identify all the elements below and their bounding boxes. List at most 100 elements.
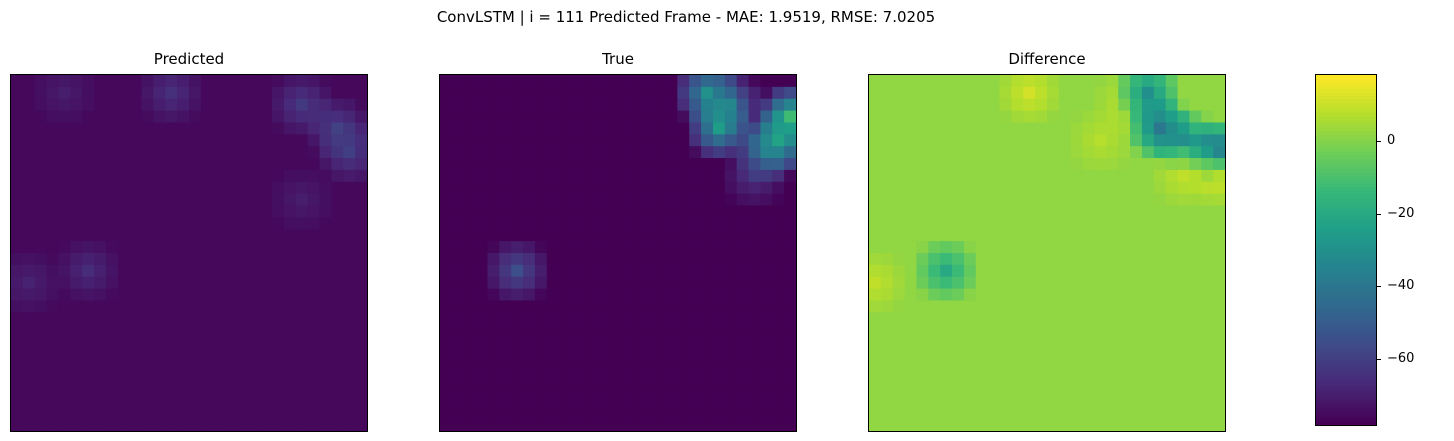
heatmap-cell: [1070, 288, 1084, 301]
heatmap-cell: [952, 312, 965, 325]
heatmap-cell: [34, 312, 48, 325]
heatmap-cell: [11, 146, 24, 159]
heatmap-cell: [928, 229, 941, 242]
heatmap-cell: [772, 395, 785, 408]
heatmap-cell: [177, 122, 190, 135]
heatmap-cell: [1047, 229, 1060, 242]
heatmap-cell: [355, 146, 367, 159]
heatmap-cell: [1106, 193, 1119, 207]
heatmap-cell: [618, 86, 631, 100]
heatmap-cell: [212, 169, 226, 183]
heatmap-cell: [724, 217, 738, 230]
heatmap-cell: [283, 359, 297, 373]
heatmap-cell: [463, 134, 477, 147]
heatmap-cell: [880, 312, 894, 325]
heatmap-cell: [916, 300, 929, 313]
heatmap-cell: [701, 241, 714, 254]
heatmap-cell: [594, 312, 607, 325]
heatmap-cell: [283, 217, 297, 230]
heatmap-cell: [1023, 134, 1036, 147]
heatmap-cell: [963, 276, 977, 290]
heatmap-cell: [105, 205, 119, 218]
heatmap-cell: [331, 359, 344, 373]
heatmap-cell: [129, 181, 143, 195]
heatmap-cell: [629, 359, 643, 373]
heatmap-difference-svg: [869, 75, 1225, 431]
heatmap-cell: [129, 359, 143, 373]
heatmap-cell: [570, 264, 583, 278]
heatmap-cell: [46, 288, 59, 301]
heatmap-cell: [748, 205, 761, 218]
heatmap-cell: [451, 371, 465, 385]
heatmap-cell: [272, 98, 285, 112]
heatmap-cell: [331, 407, 344, 420]
heatmap-cell: [772, 98, 785, 112]
heatmap-cell: [963, 312, 977, 325]
heatmap-cell: [653, 324, 666, 337]
heatmap-cell: [511, 146, 524, 159]
heatmap-cell: [975, 158, 989, 171]
heatmap-cell: [331, 324, 344, 337]
heatmap-cell: [487, 407, 500, 420]
heatmap-cell: [689, 75, 702, 88]
heatmap-cell: [475, 86, 488, 100]
heatmap-cell: [260, 158, 273, 171]
heatmap-cell: [629, 383, 643, 396]
heatmap-cell: [343, 110, 356, 123]
heatmap-cell: [784, 324, 796, 337]
colorbar-band: [1316, 355, 1376, 359]
heatmap-cell: [665, 86, 678, 100]
heatmap-cell: [463, 110, 477, 123]
heatmap-cell: [94, 407, 107, 420]
heatmap-cell: [236, 300, 249, 313]
heatmap-cell: [594, 110, 607, 123]
heatmap-cell: [177, 336, 190, 349]
heatmap-cell: [236, 336, 249, 349]
colorbar-band: [1316, 215, 1376, 219]
heatmap-cell: [653, 193, 666, 207]
heatmap-cell: [153, 86, 166, 100]
heatmap-cell: [1177, 276, 1190, 290]
heatmap-cell: [987, 181, 1001, 195]
heatmap-cell: [963, 193, 977, 207]
heatmap-cell: [487, 205, 500, 218]
heatmap-cell: [772, 253, 785, 266]
heatmap-cell: [653, 407, 666, 420]
heatmap-cell: [952, 134, 965, 147]
heatmap-cell: [1011, 312, 1024, 325]
heatmap-cell: [570, 419, 583, 431]
heatmap-cell: [570, 241, 583, 254]
heatmap-cell: [1106, 181, 1119, 195]
heatmap-cell: [534, 217, 548, 230]
colorbar-band: [1316, 124, 1376, 128]
heatmap-cell: [94, 146, 107, 159]
heatmap-cell: [760, 134, 773, 147]
heatmap-cell: [689, 347, 702, 361]
heatmap-cell: [570, 324, 583, 337]
heatmap-cell: [916, 75, 929, 88]
heatmap-cell: [82, 300, 95, 313]
heatmap-cell: [784, 383, 796, 396]
heatmap-cell: [1094, 241, 1107, 254]
heatmap-cell: [487, 419, 500, 431]
heatmap-cell: [129, 312, 143, 325]
heatmap-cell: [11, 276, 24, 290]
heatmap-cell: [940, 98, 953, 112]
heatmap-cell: [869, 371, 882, 385]
heatmap-cell: [975, 253, 989, 266]
heatmap-cell: [343, 229, 356, 242]
heatmap-cell: [641, 229, 655, 242]
heatmap-cell: [582, 205, 595, 218]
heatmap-cell: [224, 146, 237, 159]
heatmap-cell: [463, 312, 477, 325]
heatmap-cell: [1177, 407, 1190, 420]
heatmap-cell: [1058, 312, 1072, 325]
heatmap-cell: [331, 169, 344, 183]
heatmap-cell: [177, 264, 190, 278]
heatmap-cell: [58, 419, 71, 431]
heatmap-cell: [963, 336, 977, 349]
heatmap-cell: [1058, 98, 1072, 112]
heatmap-cell: [784, 419, 796, 431]
heatmap-cell: [1141, 383, 1155, 396]
heatmap-cell: [665, 359, 678, 373]
